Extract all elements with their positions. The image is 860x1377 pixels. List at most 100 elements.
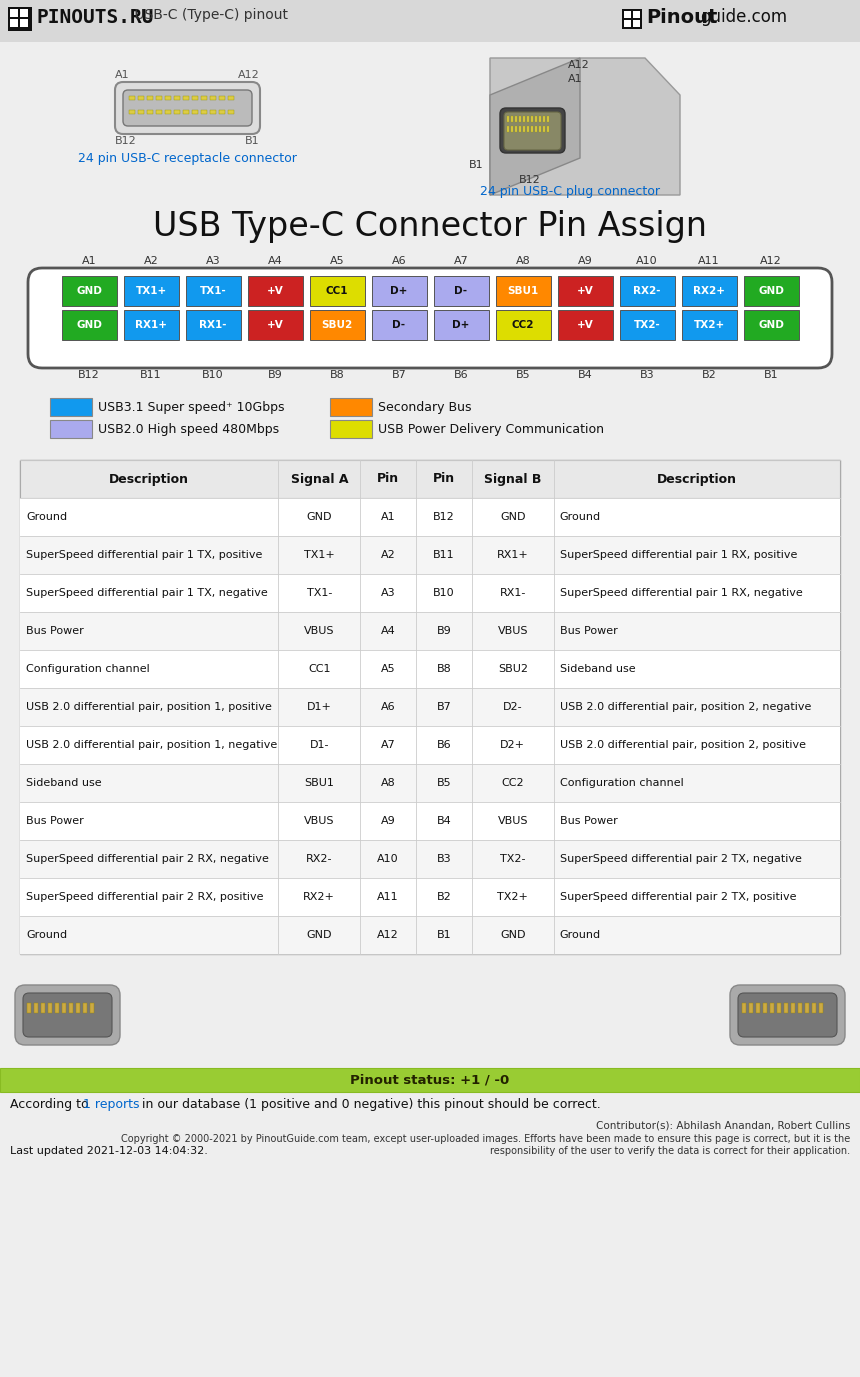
Bar: [681, 275, 736, 306]
Text: CC1: CC1: [326, 286, 348, 296]
Text: A9: A9: [578, 256, 593, 266]
Text: Ground: Ground: [26, 929, 67, 940]
Bar: [798, 1002, 802, 1013]
Bar: [219, 96, 225, 101]
Text: D-: D-: [454, 286, 468, 296]
Text: A1: A1: [568, 74, 582, 84]
Bar: [183, 110, 189, 114]
Text: USB Power Delivery Communication: USB Power Delivery Communication: [378, 423, 604, 435]
Text: Last updated 2021-12-03 14:04:32.: Last updated 2021-12-03 14:04:32.: [10, 1146, 208, 1157]
Bar: [156, 110, 162, 114]
Text: A8: A8: [516, 256, 531, 266]
Bar: [129, 110, 135, 114]
Bar: [248, 310, 303, 340]
Text: GND: GND: [500, 512, 525, 522]
Bar: [186, 275, 241, 306]
Text: SBU2: SBU2: [322, 319, 353, 330]
Text: GND: GND: [306, 512, 332, 522]
Bar: [515, 116, 517, 123]
Text: D2-: D2-: [503, 702, 523, 712]
Text: Pinout status: +1 / -0: Pinout status: +1 / -0: [350, 1074, 510, 1086]
Text: D-: D-: [392, 319, 406, 330]
Text: A9: A9: [381, 817, 396, 826]
FancyBboxPatch shape: [123, 90, 252, 127]
Bar: [20, 650, 840, 688]
Bar: [624, 21, 631, 28]
Polygon shape: [490, 58, 680, 196]
Bar: [138, 96, 144, 101]
Bar: [201, 110, 207, 114]
Text: B10: B10: [202, 370, 224, 380]
Bar: [20, 726, 840, 764]
Text: Ground: Ground: [560, 929, 601, 940]
Text: GND: GND: [758, 286, 784, 296]
Text: SBU1: SBU1: [304, 778, 335, 788]
Bar: [547, 116, 549, 123]
Text: VBUS: VBUS: [304, 817, 335, 826]
Bar: [219, 110, 225, 114]
Text: A6: A6: [381, 702, 396, 712]
Bar: [129, 96, 135, 101]
Text: SuperSpeed differential pair 2 TX, positive: SuperSpeed differential pair 2 TX, posit…: [560, 892, 796, 902]
Text: USB 2.0 differential pair, position 1, negative: USB 2.0 differential pair, position 1, n…: [26, 739, 277, 750]
Text: TX2+: TX2+: [693, 319, 725, 330]
Text: B3: B3: [437, 854, 452, 863]
Text: RX2-: RX2-: [306, 854, 333, 863]
Bar: [819, 1002, 823, 1013]
Text: USB 2.0 differential pair, position 2, positive: USB 2.0 differential pair, position 2, p…: [560, 739, 806, 750]
Text: USB-C (Type-C) pinout: USB-C (Type-C) pinout: [130, 8, 288, 22]
Bar: [90, 1002, 94, 1013]
Text: +V: +V: [267, 319, 284, 330]
Bar: [34, 1002, 38, 1013]
Bar: [433, 275, 488, 306]
Bar: [55, 1002, 59, 1013]
Text: Ground: Ground: [560, 512, 601, 522]
Bar: [201, 96, 207, 101]
Bar: [83, 1002, 87, 1013]
Bar: [20, 688, 840, 726]
Bar: [495, 310, 550, 340]
Bar: [330, 420, 372, 438]
Text: B10: B10: [433, 588, 455, 598]
Text: B1: B1: [764, 370, 778, 380]
Bar: [76, 1002, 80, 1013]
Text: GND: GND: [76, 286, 102, 296]
Bar: [507, 116, 509, 123]
Bar: [20, 574, 840, 611]
FancyBboxPatch shape: [115, 83, 260, 134]
Text: Secondary Bus: Secondary Bus: [378, 401, 471, 413]
Bar: [511, 127, 513, 132]
Text: SBU1: SBU1: [507, 286, 538, 296]
Text: guide.com: guide.com: [700, 8, 787, 26]
Text: B6: B6: [454, 370, 469, 380]
Text: RX2+: RX2+: [693, 286, 725, 296]
Bar: [62, 275, 116, 306]
Text: Pinout: Pinout: [646, 8, 717, 28]
Text: B11: B11: [140, 370, 162, 380]
Text: Copyright © 2000-2021 by PinoutGuide.com team, except user-uploaded images. Effo: Copyright © 2000-2021 by PinoutGuide.com…: [120, 1135, 850, 1144]
Bar: [20, 10, 28, 17]
Text: 24 pin USB-C plug connector: 24 pin USB-C plug connector: [480, 185, 660, 198]
Text: RX1-: RX1-: [200, 319, 227, 330]
Text: B3: B3: [640, 370, 654, 380]
Bar: [310, 275, 365, 306]
Bar: [523, 127, 525, 132]
Bar: [495, 275, 550, 306]
Bar: [20, 536, 840, 574]
Bar: [0, 1069, 860, 1092]
Bar: [156, 96, 162, 101]
Text: A3: A3: [381, 588, 396, 598]
Bar: [10, 19, 18, 28]
Bar: [48, 1002, 52, 1013]
FancyBboxPatch shape: [504, 112, 561, 150]
Text: B12: B12: [519, 175, 541, 185]
Text: A12: A12: [378, 929, 399, 940]
Text: A11: A11: [378, 892, 399, 902]
Bar: [372, 310, 427, 340]
Text: A1: A1: [82, 256, 96, 266]
Bar: [20, 879, 840, 916]
Bar: [210, 110, 216, 114]
Bar: [784, 1002, 788, 1013]
Bar: [523, 116, 525, 123]
Text: TX1-: TX1-: [307, 588, 332, 598]
